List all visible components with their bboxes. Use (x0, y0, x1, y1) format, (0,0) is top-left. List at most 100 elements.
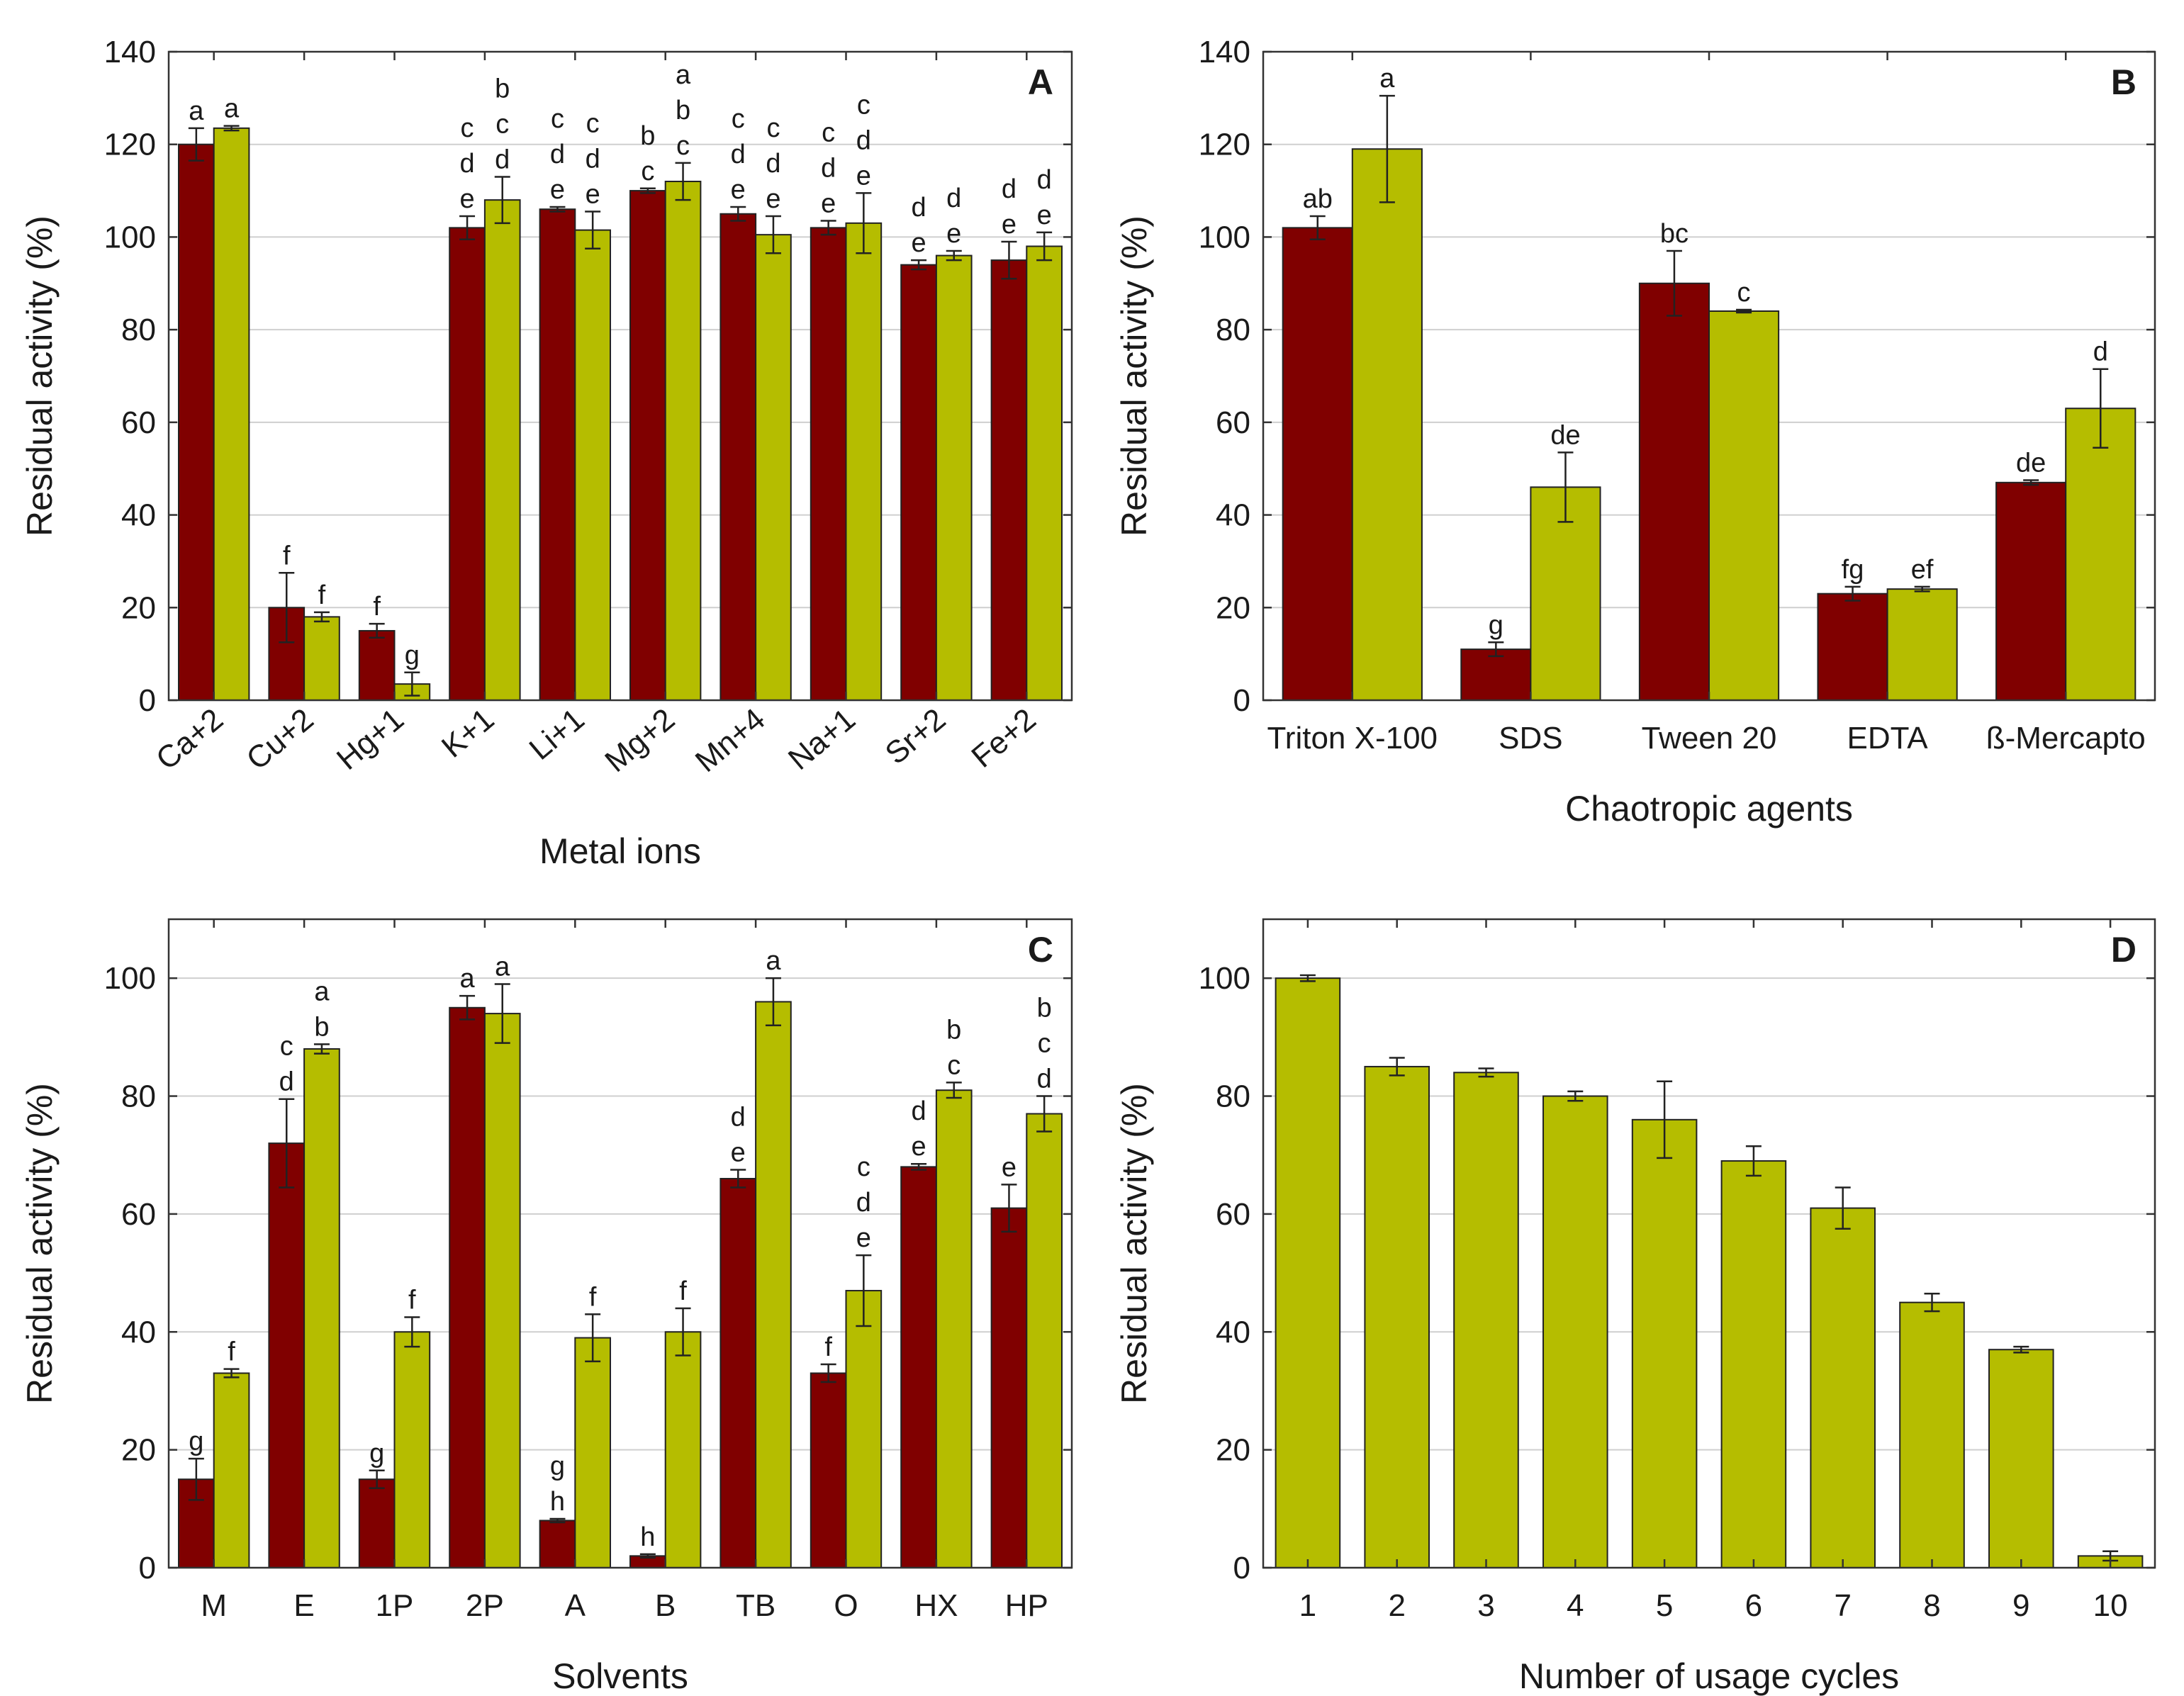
bar (810, 227, 847, 702)
y-tick-label: 80 (121, 1079, 156, 1114)
bar (449, 1006, 486, 1568)
bar (755, 1001, 792, 1569)
bar (719, 213, 757, 701)
bar (358, 629, 396, 702)
plot-frame (1262, 918, 2156, 1569)
significance-letter: e (731, 175, 746, 205)
bar (574, 1337, 611, 1569)
significance-letter: b (676, 96, 690, 125)
significance-letter: c (641, 157, 654, 186)
panel-letter: D (2111, 930, 2137, 970)
chart-panel-a: affedcedccbedcedcededafgdcbedccbaedcedce… (20, 35, 1073, 871)
x-tick-label: SDS (1499, 721, 1562, 756)
significance-letter: b (495, 74, 510, 103)
significance-letter: e (821, 189, 836, 219)
bar (900, 264, 937, 701)
significance-letter: d (495, 145, 510, 174)
significance-letter: d (586, 144, 600, 174)
significance-letter: h (640, 1522, 655, 1552)
significance-letter: c (766, 113, 780, 143)
significance-letter: e (946, 219, 961, 249)
x-tick-label: 1 (1299, 1588, 1316, 1623)
bar (845, 1290, 883, 1568)
bar (664, 181, 702, 701)
bar (1631, 1118, 1698, 1569)
x-tick-label: 4 (1567, 1588, 1584, 1623)
significance-letter: f (589, 1282, 597, 1312)
significance-letter: c (857, 1152, 870, 1182)
bar (539, 208, 576, 701)
significance-letter: e (1002, 210, 1017, 240)
significance-letter: c (676, 131, 690, 161)
bar (178, 1478, 215, 1569)
y-axis-title: Residual activity (%) (1114, 215, 1154, 537)
significance-letter: c (586, 108, 600, 138)
significance-letter: c (461, 113, 474, 143)
x-tick-label: Triton X-100 (1267, 721, 1438, 756)
significance-letter: g (189, 1427, 203, 1456)
significance-letter: a (189, 96, 204, 126)
x-tick-label: TB (736, 1588, 775, 1623)
y-tick-label: 40 (121, 1315, 156, 1349)
x-tick-label: 2P (466, 1588, 504, 1623)
significance-letter: e (550, 175, 565, 205)
significance-letter: c (551, 104, 564, 134)
y-tick-label: 20 (1216, 1433, 1250, 1468)
y-tick-label: 40 (1216, 1315, 1250, 1349)
y-tick-label: 20 (121, 590, 156, 625)
significance-letter: c (1038, 1029, 1051, 1059)
significance-letter: b (314, 1012, 329, 1042)
bar (303, 616, 340, 701)
y-tick-label: 60 (1216, 1197, 1250, 1232)
x-tick-label: 5 (1656, 1588, 1673, 1623)
y-tick-label: 80 (1216, 1079, 1250, 1114)
x-tick-label: Na+1 (782, 702, 862, 777)
significance-letter: d (2093, 337, 2108, 367)
bar (935, 254, 973, 702)
significance-letter: ef (1911, 555, 1934, 585)
significance-letter: f (228, 1337, 235, 1367)
x-tick-label: 3 (1477, 1588, 1494, 1623)
bar (1351, 148, 1423, 701)
bar (664, 1331, 702, 1568)
y-tick-label: 0 (139, 1551, 156, 1585)
y-tick-label: 120 (104, 128, 156, 162)
x-tick-label: HP (1005, 1588, 1048, 1623)
x-tick-label: Tween 20 (1642, 721, 1777, 756)
y-tick-label: 20 (121, 1433, 156, 1468)
significance-letter: d (946, 184, 961, 213)
bar (990, 259, 1028, 702)
y-tick-label: 40 (1216, 498, 1250, 533)
x-tick-label: 7 (1834, 1588, 1851, 1623)
significance-letter: d (459, 149, 474, 179)
significance-letter: a (224, 94, 240, 124)
bar (539, 1520, 576, 1569)
bar (449, 227, 486, 702)
bar (1282, 227, 1353, 702)
significance-letter: h (550, 1487, 565, 1517)
bar (719, 1178, 757, 1568)
bar (1638, 282, 1710, 701)
significance-letter: c (1737, 278, 1751, 308)
x-tick-label: EDTA (1847, 721, 1929, 756)
significance-letter: ab (1303, 184, 1333, 214)
x-tick-label: 6 (1745, 1588, 1762, 1623)
significance-letter: f (283, 541, 291, 571)
bar (1988, 1349, 2054, 1569)
significance-letter: e (731, 1138, 746, 1168)
panel-letter: C (1028, 930, 1053, 970)
bar (574, 229, 611, 701)
y-tick-label: 100 (104, 220, 156, 254)
bar (1817, 593, 1888, 702)
bar (1542, 1095, 1608, 1568)
y-tick-label: 40 (121, 498, 156, 533)
significance-letter: f (408, 1285, 416, 1315)
significance-letter: d (1037, 1065, 1052, 1094)
chart-panel-b: ab g bc fg de a de c ef d 0 20 40 60 80 100 120 140 Triton… (1114, 35, 2156, 829)
significance-letter: b (640, 121, 655, 151)
bar (1995, 481, 2067, 701)
bar (358, 1478, 396, 1569)
y-tick-label: 140 (104, 35, 156, 69)
